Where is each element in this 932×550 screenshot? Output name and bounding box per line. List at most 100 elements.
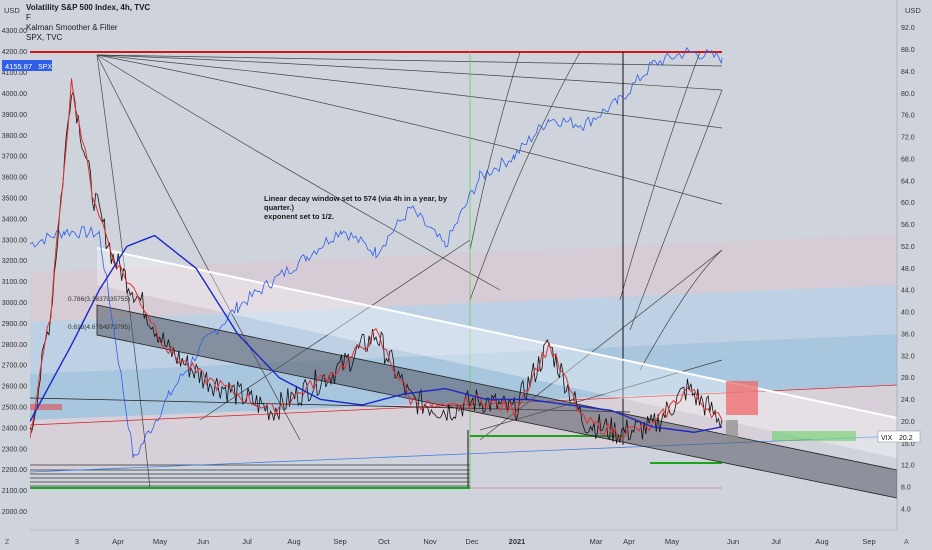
x-tick-label: Aug	[287, 537, 300, 546]
annotation-line-2: exponent set to 1/2.	[264, 212, 335, 221]
right-tick-label: 20.0	[901, 419, 915, 426]
right-tick-label: 32.0	[901, 353, 915, 360]
bottom-axis[interactable]	[0, 530, 932, 550]
fib-label-0618: 0.618(4.6784973795)	[68, 324, 130, 331]
left-axis[interactable]	[0, 0, 30, 535]
right-tick-label: 52.0	[901, 244, 915, 251]
left-tick-label: 3100.00	[2, 279, 27, 286]
right-tick-label: 92.0	[901, 25, 915, 32]
right-tick-label: 84.0	[901, 69, 915, 76]
x-tick-label: Dec	[465, 537, 479, 546]
chart-title[interactable]: Volatility S&P 500 Index, 4h, TVC	[26, 3, 151, 12]
left-tick-label: 3400.00	[2, 216, 27, 223]
vix-path	[29, 90, 723, 444]
x-tick-label: Apr	[623, 537, 635, 546]
left-tick-label: 2300.00	[2, 446, 27, 453]
vix-line	[29, 90, 723, 444]
left-tick-label: 3800.00	[2, 133, 27, 140]
right-tick-label: 76.0	[901, 113, 915, 120]
red-level-box	[30, 404, 62, 410]
bottom-right-corner[interactable]: A	[904, 539, 909, 546]
right-axis-ticks: 92.0 88.0 84.0 80.0 76.0 72.0 68.0 64.0 60.0 56.0…	[901, 25, 915, 513]
right-tick-label: 88.0	[901, 47, 915, 54]
right-tick-label: 68.0	[901, 156, 915, 163]
currency-left: USD	[4, 6, 20, 15]
fib-zone-base	[30, 385, 897, 472]
left-tick-label: 2900.00	[2, 321, 27, 328]
right-tick-label: 44.0	[901, 288, 915, 295]
right-tick-label: 80.0	[901, 91, 915, 98]
left-tick-label: 2600.00	[2, 384, 27, 391]
legend-kalman[interactable]: Kalman Smoother & Filter	[26, 23, 118, 32]
bottom-left-corner[interactable]: Z	[5, 539, 10, 546]
chart-legend: Volatility S&P 500 Index, 4h, TVC F Kalm…	[26, 3, 150, 43]
x-tick-label: Apr	[112, 537, 124, 546]
currency-right: USD	[905, 6, 921, 15]
left-tick-label: 2800.00	[2, 342, 27, 349]
right-tick-label: 28.0	[901, 375, 915, 382]
spx-line	[29, 47, 723, 459]
fib-label-0786: 0.786(3.3837935755)	[68, 296, 130, 303]
right-axis[interactable]	[897, 0, 932, 535]
right-tick-label: 56.0	[901, 222, 915, 229]
kalman-line	[29, 78, 723, 439]
right-tick-label: 16.0	[901, 441, 915, 448]
legend-spx[interactable]: SPX, TVC	[26, 33, 63, 42]
spx-price-text: 4155.87	[5, 62, 32, 71]
x-tick-label: Jun	[727, 537, 739, 546]
x-tick-label: Mar	[590, 537, 603, 546]
left-tick-label: 2400.00	[2, 425, 27, 432]
right-tick-label: 48.0	[901, 266, 915, 273]
left-tick-label: 4100.00	[2, 70, 27, 77]
left-tick-label: 4000.00	[2, 91, 27, 98]
x-tick-label: Aug	[815, 537, 828, 546]
x-axis-ticks: 3 Apr May Jun Jul Aug Sep Oct Nov Dec 2021 Mar Apr Ma…	[75, 537, 876, 546]
vix-label-text: VIX	[881, 435, 893, 442]
x-tick-label: 2021	[509, 537, 526, 546]
left-tick-label: 3900.00	[2, 112, 27, 119]
legend-line-f[interactable]: F	[26, 13, 31, 22]
left-tick-label: 2500.00	[2, 405, 27, 412]
left-tick-label: 2100.00	[2, 488, 27, 495]
spx-label-text: SPX	[38, 64, 52, 71]
smoother-line	[29, 234, 723, 434]
right-tick-label: 12.0	[901, 463, 915, 470]
left-tick-label: 3200.00	[2, 258, 27, 265]
annotation-line-1: Linear decay window set to 574 (via 4h i…	[264, 194, 447, 212]
right-tick-label: 24.0	[901, 397, 915, 404]
right-tick-label: 72.0	[901, 135, 915, 142]
left-tick-label: 2000.00	[2, 509, 27, 516]
x-tick-label: May	[665, 537, 679, 546]
right-tick-label: 64.0	[901, 178, 915, 185]
left-axis-ticks: 4300.00 4200.00 4100.00 4000.00 3900.00 3800.…	[2, 28, 27, 516]
left-tick-label: 3600.00	[2, 175, 27, 182]
x-tick-label: Jun	[197, 537, 209, 546]
support-levels	[30, 464, 470, 487]
x-tick-label: Sep	[862, 537, 875, 546]
left-tick-label: 3500.00	[2, 195, 27, 202]
white-channel	[97, 248, 897, 458]
x-tick-label: Jul	[242, 537, 252, 546]
x-tick-label: Oct	[378, 537, 391, 546]
right-tick-label: 4.0	[901, 506, 911, 513]
x-tick-label: 3	[75, 537, 79, 546]
x-tick-label: May	[153, 537, 167, 546]
x-tick-label: Nov	[423, 537, 437, 546]
short-entry-box	[726, 420, 738, 442]
long-box	[772, 431, 856, 441]
smoother-path	[29, 234, 723, 434]
left-tick-label: 3000.00	[2, 300, 27, 307]
vix-value-badge: VIX 20.2	[877, 430, 921, 443]
spx-price-badge: 4155.87 SPX	[2, 60, 52, 71]
right-tick-label: 40.0	[901, 310, 915, 317]
left-tick-label: 2700.00	[2, 363, 27, 370]
fib-zone-upper	[30, 234, 897, 322]
annotation-note: Linear decay window set to 574 (via 4h i…	[264, 194, 464, 221]
x-tick-label: Sep	[333, 537, 346, 546]
white-trendline	[96, 247, 898, 419]
left-tick-label: 2200.00	[2, 467, 27, 474]
spx-path	[29, 47, 723, 459]
right-tick-label: 60.0	[901, 200, 915, 207]
short-target-box	[726, 381, 758, 415]
